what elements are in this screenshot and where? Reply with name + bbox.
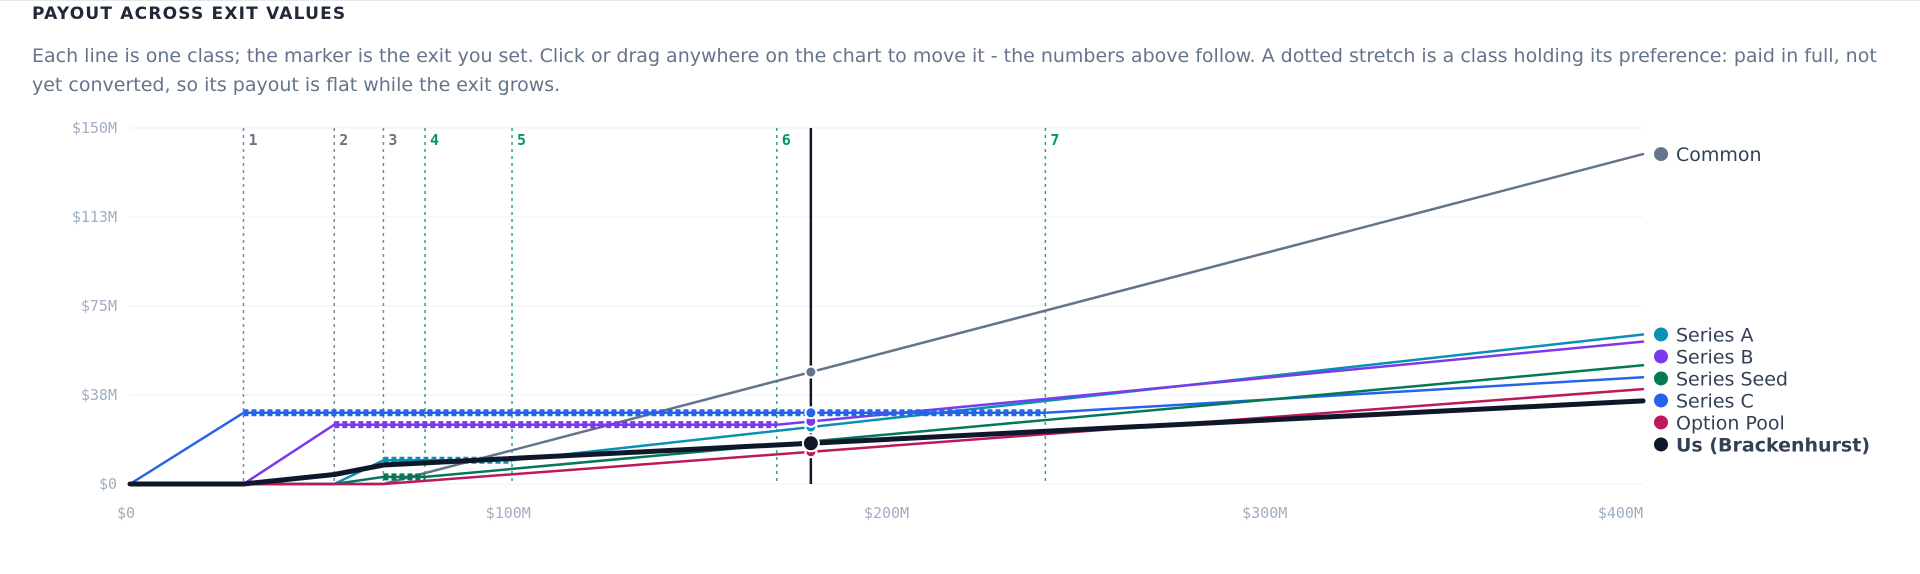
legend-swatch bbox=[1654, 437, 1668, 452]
y-tick-label: $113M bbox=[72, 208, 117, 226]
legend-label: Common bbox=[1676, 144, 1762, 166]
exit-dots bbox=[801, 365, 820, 459]
grid bbox=[130, 127, 1643, 485]
breakpoint-label: 2 bbox=[339, 131, 348, 149]
breakpoint-label: 1 bbox=[248, 131, 257, 149]
legend-swatch bbox=[1654, 327, 1668, 342]
exit-value-dot bbox=[804, 365, 818, 379]
y-tick-label: $75M bbox=[81, 297, 117, 315]
axes: $0 $38M $75M $113M $150M $0 $100M $200M $300M $40… bbox=[72, 119, 1643, 522]
legend-swatch bbox=[1654, 415, 1668, 430]
legend-label: Option Pool bbox=[1676, 412, 1785, 434]
x-tick-label: $100M bbox=[486, 504, 531, 522]
section-title: PAYOUT ACROSS EXIT VALUES bbox=[32, 4, 347, 24]
top-divider bbox=[0, 0, 1920, 1]
breakpoint-label: 3 bbox=[388, 131, 397, 149]
x-tick-label: $400M bbox=[1598, 504, 1643, 522]
legend-swatch bbox=[1654, 147, 1668, 162]
x-tick-label: $0 bbox=[117, 504, 135, 522]
x-tick-label: $300M bbox=[1242, 504, 1287, 522]
x-tick-label: $200M bbox=[864, 504, 909, 522]
series-line bbox=[128, 333, 1645, 486]
legend-swatch bbox=[1654, 393, 1668, 408]
breakpoint-label: 4 bbox=[430, 131, 439, 149]
exit-value-dot bbox=[804, 406, 818, 420]
legend-swatch bbox=[1654, 349, 1668, 364]
legend-label: Series B bbox=[1676, 346, 1754, 368]
breakpoint-label: 5 bbox=[517, 131, 526, 149]
legend-swatch bbox=[1654, 371, 1668, 386]
series-lines bbox=[127, 152, 1646, 487]
chart-description: Each line is one class; the marker is th… bbox=[32, 45, 1877, 96]
breakpoint-label: 6 bbox=[782, 131, 791, 149]
y-tick-label: $150M bbox=[72, 119, 117, 137]
y-tick-label: $38M bbox=[81, 386, 117, 404]
legend-label: Series Seed bbox=[1676, 368, 1788, 390]
legend-label: Series A bbox=[1676, 324, 1753, 346]
breakpoint-label: 7 bbox=[1050, 131, 1059, 149]
legend-label: Series C bbox=[1676, 390, 1754, 412]
y-tick-label: $0 bbox=[99, 475, 117, 493]
legend-label: Us (Brackenhurst) bbox=[1676, 434, 1870, 456]
exit-value-dot bbox=[801, 434, 820, 453]
